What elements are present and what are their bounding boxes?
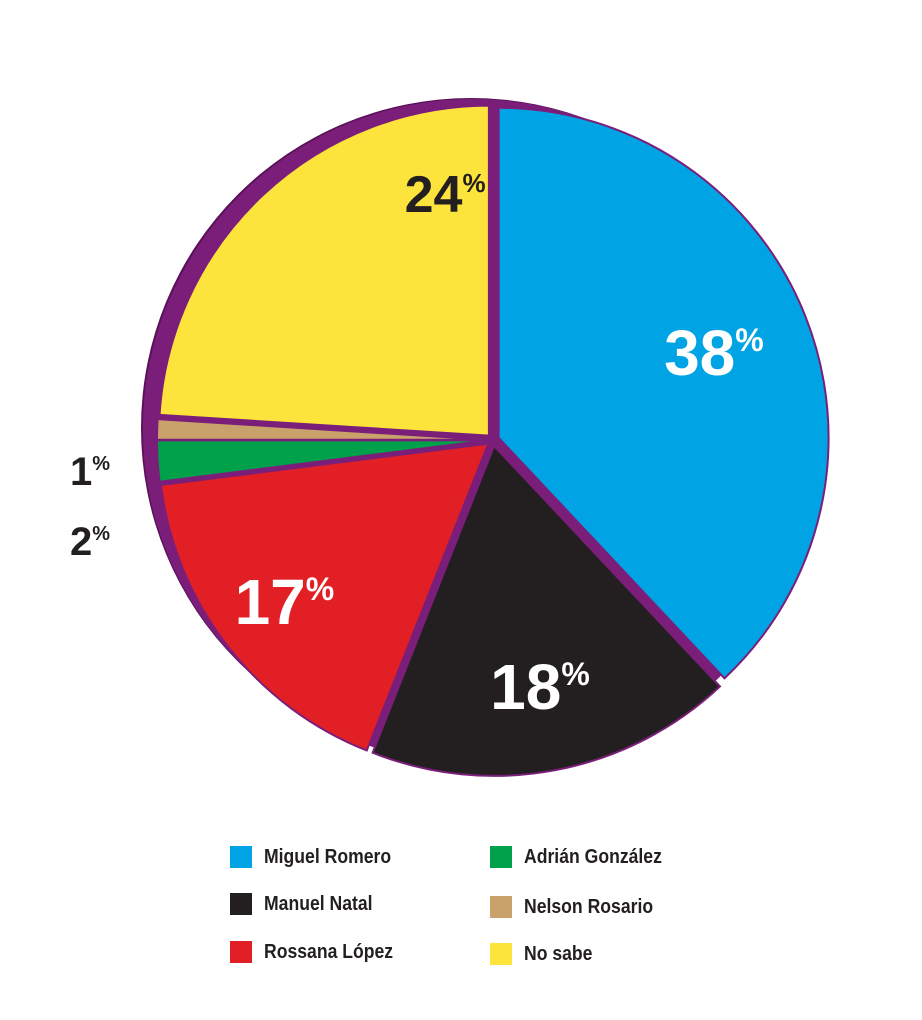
legend-item-nelson-rosario: Nelson Rosario bbox=[490, 892, 671, 922]
pie-slice-nelson-rosario bbox=[155, 418, 488, 441]
pie-label-rossana-lopez: 17% bbox=[235, 566, 335, 638]
pie-label-value: 17 bbox=[235, 566, 306, 638]
pie-label-value: 1 bbox=[70, 450, 92, 494]
pie-label-percent-sign: % bbox=[462, 168, 485, 198]
pie-label-manuel-natal: 18% bbox=[490, 651, 590, 723]
pie-label-value: 2 bbox=[70, 520, 92, 564]
legend-swatch-manuel-natal bbox=[230, 893, 252, 915]
legend-swatch-nelson-rosario bbox=[490, 896, 512, 918]
pie-slice-no-sabe bbox=[158, 104, 490, 437]
pie-slice-rossana-lopez bbox=[159, 442, 490, 752]
legend-swatch-adrian-gonzalez bbox=[490, 846, 512, 868]
legend-label-adrian-gonzalez: Adrián González bbox=[524, 845, 662, 868]
legend-item-rossana-lopez: Rossana López bbox=[230, 937, 411, 967]
legend-item-manuel-natal: Manuel Natal bbox=[230, 889, 387, 919]
pie-slice-miguel-romero bbox=[497, 106, 830, 680]
pie-label-no-sabe: 24% bbox=[405, 166, 486, 224]
pie-chart: 38% 18% 17% 2% 1% 24% bbox=[70, 98, 830, 777]
legend-label-rossana-lopez: Rossana López bbox=[264, 940, 394, 963]
pie-label-percent-sign: % bbox=[735, 322, 763, 358]
pie-chart-svg: 38%18%17%2%1%24% bbox=[70, 98, 830, 777]
legend-swatch-miguel-romero bbox=[230, 846, 252, 868]
legend-swatch-no-sabe bbox=[490, 943, 512, 965]
pie-label-percent-sign: % bbox=[92, 523, 110, 545]
pie-slice-manuel-natal bbox=[371, 444, 722, 777]
legend-item-miguel-romero: Miguel Romero bbox=[230, 842, 408, 872]
pie-label-nelson-rosario: 1% bbox=[70, 450, 110, 494]
legend-swatch-rossana-lopez bbox=[230, 941, 252, 963]
legend-item-adrian-gonzalez: Adrián González bbox=[490, 842, 681, 872]
legend-label-miguel-romero: Miguel Romero bbox=[264, 845, 392, 868]
pie-label-percent-sign: % bbox=[561, 656, 589, 692]
pie-label-value: 24 bbox=[405, 166, 463, 224]
legend-label-no-sabe: No sabe bbox=[524, 942, 593, 965]
legend-label-nelson-rosario: Nelson Rosario bbox=[524, 895, 654, 918]
pie-label-percent-sign: % bbox=[306, 571, 334, 607]
chart-legend: Miguel Romero Manuel Natal Rossana López… bbox=[230, 842, 750, 982]
pie-label-adrian-gonzalez: 2% bbox=[70, 520, 110, 564]
legend-item-no-sabe: No sabe bbox=[490, 939, 602, 969]
legend-label-manuel-natal: Manuel Natal bbox=[264, 892, 373, 915]
pie-label-value: 38 bbox=[664, 317, 735, 389]
pie-label-percent-sign: % bbox=[92, 453, 110, 475]
pie-label-value: 18 bbox=[490, 651, 561, 723]
pie-label-miguel-romero: 38% bbox=[664, 317, 764, 389]
